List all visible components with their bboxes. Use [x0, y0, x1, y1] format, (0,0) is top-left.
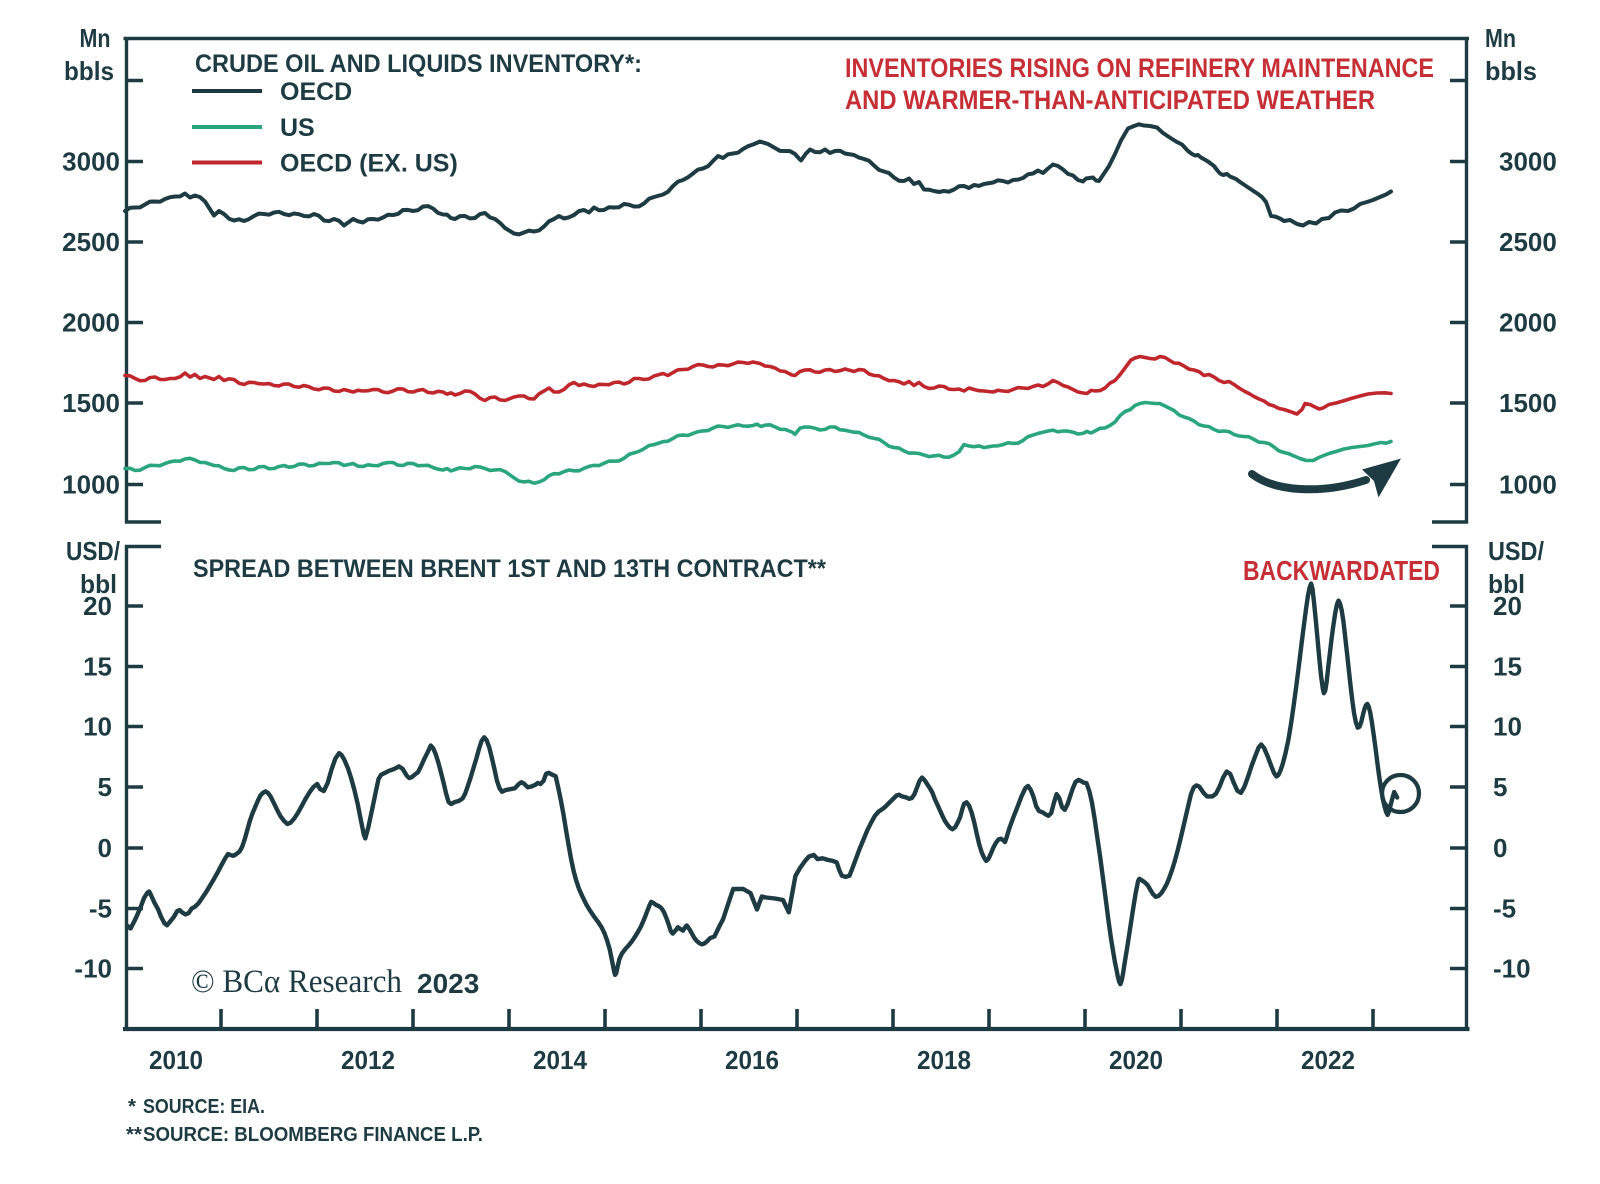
svg-text:5: 5: [98, 772, 112, 802]
svg-text:SOURCE: BLOOMBERG FINANCE L.P.: SOURCE: BLOOMBERG FINANCE L.P.: [143, 1123, 483, 1146]
svg-text:Mn: Mn: [1485, 23, 1516, 53]
svg-text:1000: 1000: [1499, 470, 1557, 500]
svg-text:OECD (EX. US): OECD (EX. US): [280, 150, 458, 178]
svg-text:20: 20: [83, 591, 112, 621]
svg-text:-5: -5: [89, 894, 112, 924]
svg-text:bbl: bbl: [80, 569, 117, 599]
svg-text:2020: 2020: [1109, 1045, 1163, 1075]
svg-text:2000: 2000: [62, 308, 120, 338]
svg-text:15: 15: [1493, 652, 1522, 682]
svg-text:Mn: Mn: [80, 23, 111, 53]
svg-text:AND WARMER-THAN-ANTICIPATED WE: AND WARMER-THAN-ANTICIPATED WEATHER: [845, 85, 1375, 115]
svg-text:BACKWARDATED: BACKWARDATED: [1243, 555, 1440, 586]
svg-text:© BCα Research: © BCα Research: [191, 964, 402, 1000]
svg-text:2022: 2022: [1301, 1045, 1355, 1075]
svg-text:1000: 1000: [62, 470, 120, 500]
svg-text:2014: 2014: [533, 1045, 588, 1075]
svg-text:bbls: bbls: [64, 56, 114, 86]
svg-text:CRUDE OIL AND LIQUIDS INVENTOR: CRUDE OIL AND LIQUIDS INVENTORY*:: [195, 50, 642, 78]
svg-text:2018: 2018: [917, 1045, 971, 1075]
svg-text:2010: 2010: [149, 1045, 203, 1075]
svg-text:OECD: OECD: [280, 78, 352, 106]
svg-text:USD/: USD/: [1488, 536, 1544, 566]
svg-text:2500: 2500: [1499, 227, 1557, 257]
svg-text:2023: 2023: [417, 968, 479, 999]
svg-text:3000: 3000: [62, 147, 120, 177]
svg-text:0: 0: [1493, 833, 1507, 863]
svg-text:**: **: [126, 1123, 142, 1146]
svg-text:2000: 2000: [1499, 308, 1557, 338]
svg-text:INVENTORIES RISING ON REFINERY: INVENTORIES RISING ON REFINERY MAINTENAN…: [845, 53, 1434, 83]
svg-text:-10: -10: [74, 954, 112, 984]
svg-text:2016: 2016: [725, 1045, 779, 1075]
svg-text:*: *: [128, 1095, 136, 1118]
svg-text:US: US: [280, 114, 315, 142]
svg-text:2012: 2012: [341, 1045, 395, 1075]
svg-text:15: 15: [83, 652, 112, 682]
svg-text:5: 5: [1493, 772, 1507, 802]
svg-text:1500: 1500: [1499, 388, 1557, 418]
svg-text:20: 20: [1493, 591, 1522, 621]
svg-text:2500: 2500: [62, 227, 120, 257]
svg-text:10: 10: [1493, 712, 1522, 742]
svg-text:SPREAD BETWEEN BRENT 1ST AND 1: SPREAD BETWEEN BRENT 1ST AND 13TH CONTRA…: [193, 555, 826, 583]
svg-text:bbls: bbls: [1485, 56, 1537, 86]
svg-text:3000: 3000: [1499, 147, 1557, 177]
svg-text:SOURCE: EIA.: SOURCE: EIA.: [143, 1095, 265, 1118]
svg-text:-10: -10: [1493, 954, 1531, 984]
svg-text:1500: 1500: [62, 388, 120, 418]
svg-text:0: 0: [98, 833, 112, 863]
svg-text:USD/: USD/: [66, 536, 120, 566]
svg-text:-5: -5: [1493, 894, 1516, 924]
svg-text:10: 10: [83, 712, 112, 742]
svg-text:bbl: bbl: [1488, 569, 1525, 599]
